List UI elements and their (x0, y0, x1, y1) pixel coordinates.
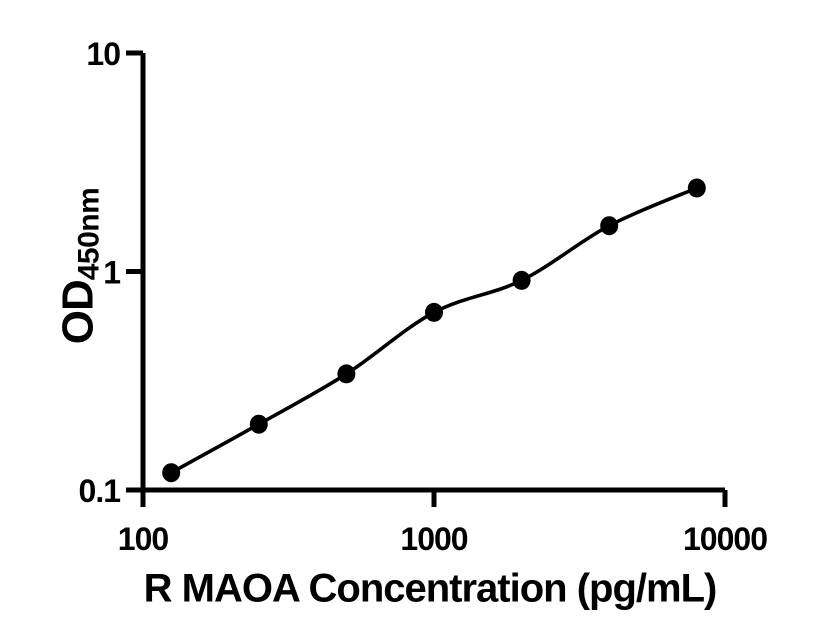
data-point-marker (162, 463, 181, 483)
standard-curve-line (170, 186, 698, 475)
axis-spines (140, 53, 725, 493)
data-point-marker (249, 414, 268, 434)
data-point-marker (512, 270, 531, 290)
y-tick-label: 0.1 (79, 473, 121, 509)
x-tick-label: 1000 (400, 521, 467, 557)
data-point-marker (600, 216, 619, 236)
y-tick-label: 10 (86, 36, 120, 72)
x-tick-label: 10000 (683, 521, 767, 557)
x-axis-title: R MAOA Concentration (pg/mL) (143, 566, 718, 611)
y-axis-title-subscript: 450nm (72, 187, 106, 281)
x-tick-label: 100 (118, 521, 169, 557)
y-axis-title: OD450nm (54, 188, 107, 345)
data-point-marker (687, 178, 706, 198)
data-point-marker (337, 364, 356, 384)
data-point-marker (425, 302, 443, 322)
y-axis-title-main: OD (53, 280, 103, 345)
y-tick-label: 1 (103, 255, 120, 291)
